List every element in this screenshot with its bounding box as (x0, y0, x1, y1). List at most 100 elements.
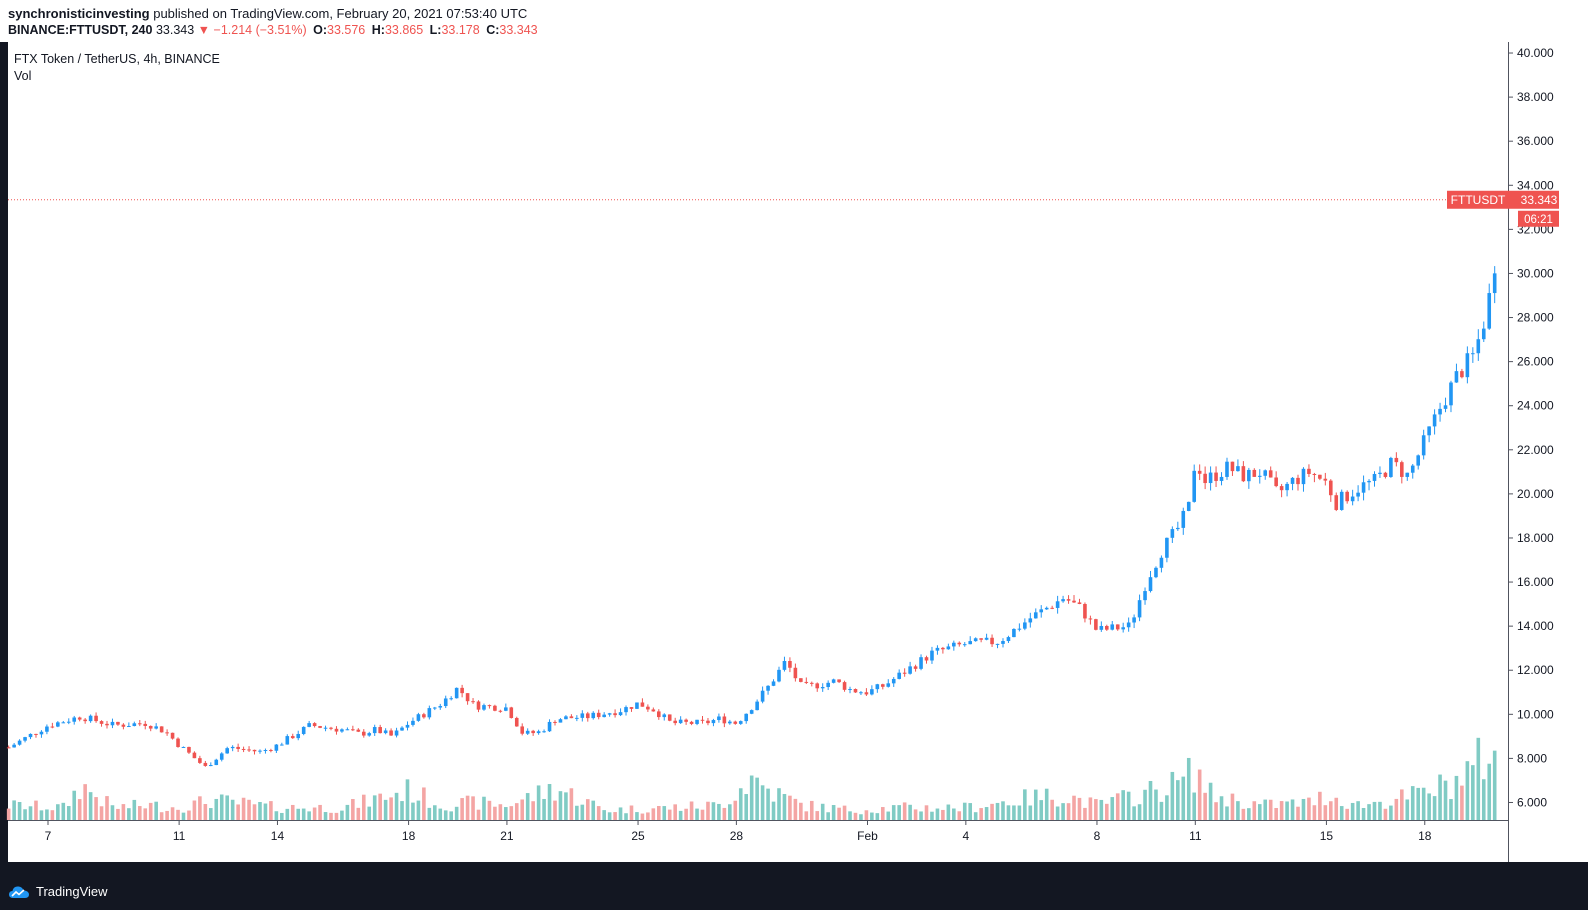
x-tick-label: 18 (1418, 829, 1432, 843)
candle-body (132, 723, 137, 727)
volume-bar (859, 814, 863, 820)
volume-bar (241, 797, 246, 820)
volume-bar (624, 813, 628, 820)
candle-body (771, 681, 776, 686)
open-label: O: (313, 23, 328, 37)
candle-body (361, 731, 366, 736)
candle-body (1410, 465, 1415, 473)
candle-body (1438, 408, 1442, 415)
volume-bar (952, 808, 956, 820)
volume-bar (864, 810, 869, 820)
volume-bar (1023, 789, 1027, 820)
candle-body (1279, 486, 1284, 491)
candle-body (990, 637, 994, 645)
candle-body (1476, 339, 1481, 354)
candle-body (646, 706, 650, 710)
candle-body (678, 719, 683, 724)
volume-bar (12, 800, 16, 820)
volume-bar (1274, 807, 1278, 820)
price-axis[interactable] (1509, 42, 1588, 862)
volume-bar (744, 794, 749, 820)
volume-bar (1110, 797, 1115, 820)
candle-body (700, 719, 705, 721)
volume-bar (1192, 792, 1197, 820)
candle-body (1236, 466, 1240, 472)
candle-body (340, 729, 344, 732)
x-tick-label: 11 (1189, 829, 1202, 843)
candle-body (1137, 600, 1142, 618)
volume-bar (941, 809, 945, 820)
price-chart[interactable]: 6.000 8.000 10.000 12.000 14.000 16.000 18.000… (0, 42, 1588, 876)
volume-bar (1296, 806, 1300, 820)
candle-body (378, 727, 382, 734)
candle-body (1405, 472, 1410, 477)
volume-bar (1137, 804, 1142, 820)
published-text: published on TradingView.com, February 2… (153, 6, 528, 21)
volume-bar (301, 808, 306, 820)
volume-bar (962, 802, 967, 820)
volume-bar (1055, 806, 1060, 820)
tradingview-logo[interactable]: TradingView (8, 884, 108, 899)
candle-body (476, 701, 481, 710)
brand-name: TradingView (36, 884, 108, 899)
candle-body (891, 678, 896, 684)
candle-body (127, 726, 131, 728)
author-name[interactable]: synchronisticinvesting (8, 6, 150, 21)
candle-body (853, 689, 858, 693)
candle-body (870, 689, 874, 695)
candle-body (957, 642, 962, 645)
x-tick-label: 14 (271, 829, 285, 843)
candle-body (596, 712, 601, 718)
candle-body (657, 711, 661, 718)
volume-legend: Vol (14, 69, 31, 83)
candle-body (318, 726, 322, 728)
volume-bar (159, 812, 164, 820)
volume-bar (646, 812, 650, 820)
candle-body (1416, 455, 1421, 466)
chart-pane[interactable] (8, 42, 1508, 862)
volume-bar (722, 807, 727, 820)
y-tick-label: 36.000 (1517, 134, 1554, 148)
candle-body (290, 736, 295, 739)
candle-body (433, 707, 437, 709)
candle-body (367, 733, 372, 736)
candle-body (525, 730, 530, 734)
volume-bar (1345, 808, 1349, 820)
candle-body (1257, 475, 1262, 477)
candle-body (946, 646, 951, 650)
candle-body (684, 719, 688, 722)
candle-body (214, 759, 219, 766)
y-tick-label: 10.000 (1517, 707, 1554, 721)
high-label: H: (371, 23, 385, 37)
volume-bar (219, 794, 224, 820)
candle-body (296, 733, 301, 739)
candle-body (137, 723, 142, 725)
volume-bar (61, 802, 66, 820)
volume-bar (394, 792, 399, 820)
candle-body (848, 689, 852, 691)
candle-body (509, 707, 514, 718)
candle-body (782, 660, 787, 670)
candle-body (733, 721, 738, 724)
volume-bar (1481, 779, 1486, 820)
candle-body (94, 715, 98, 722)
volume-bar (247, 799, 251, 820)
candle-body (1454, 371, 1459, 383)
candle-body (859, 692, 863, 694)
volume-bar (1361, 807, 1366, 820)
last-price: 33.343 (155, 23, 195, 37)
volume-bar (1214, 802, 1218, 820)
candle-body (143, 723, 148, 726)
volume-bar (192, 800, 197, 820)
y-tick-label: 16.000 (1517, 575, 1554, 589)
y-tick-label: 20.000 (1517, 487, 1554, 501)
change-value: ▼ −1.214 (−3.51%) (197, 23, 307, 37)
x-tick-label: 28 (730, 829, 744, 843)
candle-body (383, 730, 388, 734)
volume-bar (520, 799, 525, 820)
candle-body (635, 702, 639, 709)
y-tick-label: 30.000 (1517, 266, 1554, 280)
volume-bar (214, 798, 219, 820)
volume-bar (1061, 803, 1065, 820)
candle-body (1126, 622, 1131, 628)
